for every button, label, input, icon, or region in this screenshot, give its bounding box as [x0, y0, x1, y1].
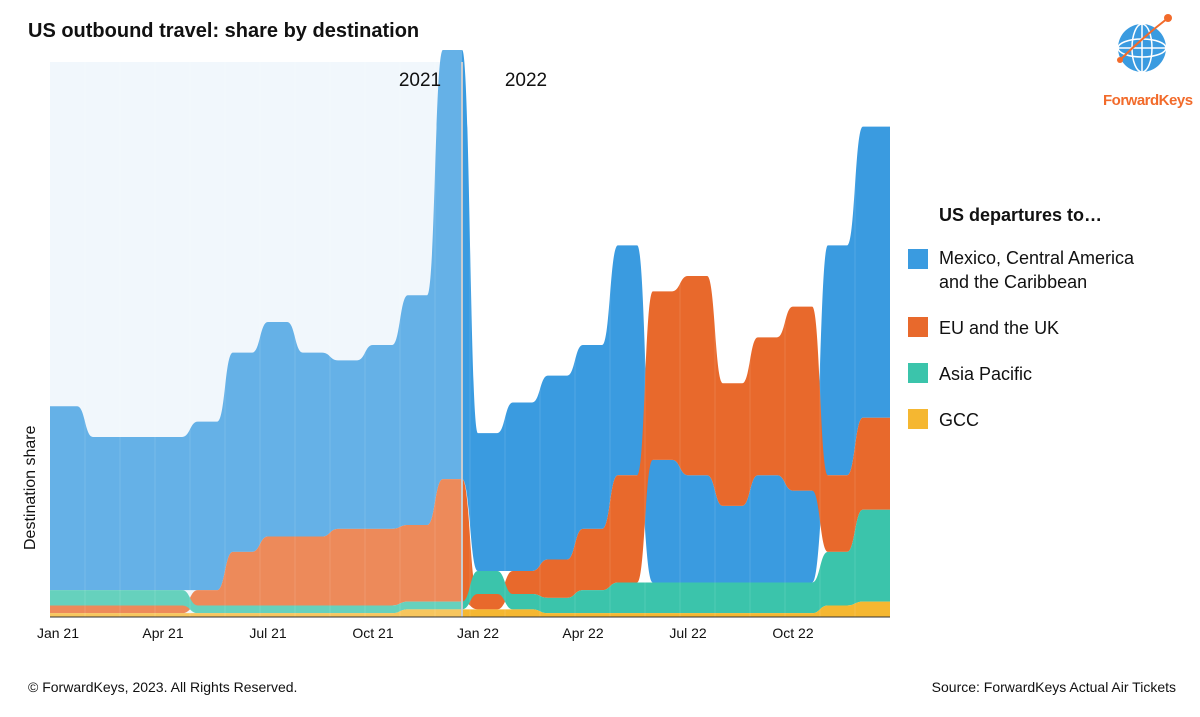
x-tick-label: Jan 21	[37, 625, 79, 641]
forwardkeys-globe-icon	[1117, 14, 1172, 73]
legend-title: US departures to…	[939, 205, 1103, 225]
year-label-2021: 2021	[399, 70, 441, 91]
chart-title: US outbound travel: share by destination	[28, 20, 420, 42]
year-label-2022: 2022	[505, 70, 547, 91]
forwardkeys-logo-text: ForwardKeys	[1103, 92, 1193, 109]
legend-swatch	[908, 409, 928, 429]
x-tick-label: Oct 22	[772, 625, 813, 641]
fade-overlay-2021	[50, 50, 462, 617]
x-tick-label: Jul 21	[249, 625, 287, 641]
stream-series-1	[50, 276, 890, 614]
chart-plot: 2021 2022 Jan 21 Apr 21 Jul 21 Oct 21 Jan 22 Ap…	[37, 50, 890, 641]
legend: US departures to… Mexico, Central Americ…	[908, 205, 1198, 454]
legend-item: EU and the UK	[908, 316, 1198, 340]
x-tick-label: Oct 21	[352, 625, 393, 641]
stream-series-2	[50, 509, 890, 614]
stream-series-3	[50, 601, 890, 617]
legend-swatch	[908, 317, 928, 337]
x-tick-label: Jan 22	[457, 625, 499, 641]
legend-swatch	[908, 363, 928, 383]
legend-label: GCC	[939, 410, 979, 430]
x-tick-label: Jul 22	[669, 625, 707, 641]
legend-swatch	[908, 249, 928, 269]
legend-label: Asia Pacific	[939, 364, 1033, 384]
source-text: Source: ForwardKeys Actual Air Tickets	[931, 679, 1176, 695]
stream-series-0	[50, 50, 890, 591]
x-tick-label: Apr 21	[142, 625, 183, 641]
legend-item: Asia Pacific	[908, 362, 1198, 386]
x-tick-label: Apr 22	[562, 625, 603, 641]
legend-label: Mexico, Central America and the Caribbea…	[939, 248, 1135, 292]
legend-item: GCC	[908, 408, 1198, 432]
copyright-text: © ForwardKeys, 2023. All Rights Reserved…	[28, 679, 298, 695]
legend-label: EU and the UK	[939, 318, 1060, 338]
y-axis-label: Destination share	[22, 425, 39, 550]
legend-item: Mexico, Central America and the Caribbea…	[908, 248, 1198, 294]
